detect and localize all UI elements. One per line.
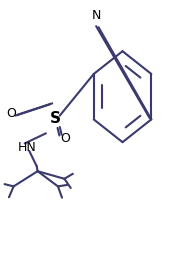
Text: N: N	[92, 9, 101, 22]
Text: O: O	[60, 132, 70, 145]
Text: HN: HN	[17, 141, 36, 154]
Text: O: O	[6, 107, 16, 120]
Text: S: S	[50, 111, 61, 126]
